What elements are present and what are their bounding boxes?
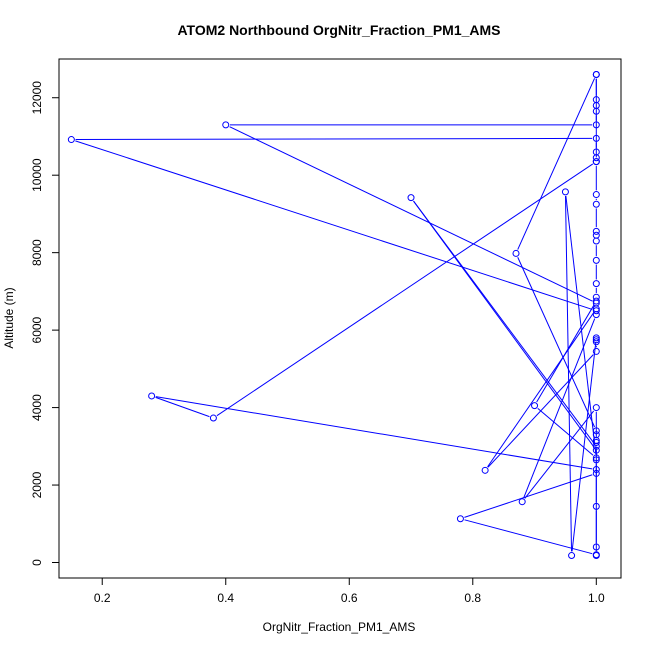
data-point	[592, 227, 600, 235]
series-segment	[216, 163, 594, 417]
data-point	[222, 121, 230, 129]
series-segment	[75, 137, 593, 141]
series-segment	[487, 354, 594, 468]
data-point	[481, 466, 489, 474]
y-tick-label: 4000	[30, 394, 44, 421]
x-tick-label: 0.6	[341, 591, 358, 605]
x-tick-label: 1.0	[588, 591, 605, 605]
data-point	[592, 191, 600, 199]
data-point	[592, 297, 600, 305]
series-segment	[464, 519, 593, 555]
y-tick-label: 10000	[30, 158, 44, 192]
series-segment	[155, 396, 593, 470]
data-point	[592, 446, 600, 454]
series-segment	[229, 126, 593, 302]
data-point	[592, 427, 600, 435]
data-point	[407, 194, 415, 202]
data-point	[592, 311, 600, 319]
data-point	[592, 107, 600, 115]
data-point	[592, 336, 600, 344]
data-point	[592, 469, 600, 477]
data-point	[531, 402, 539, 410]
data-point	[592, 431, 600, 439]
data-point	[592, 338, 600, 346]
x-tick-label: 0.4	[217, 591, 234, 605]
series-segment	[155, 396, 210, 418]
data-point	[456, 515, 464, 523]
data-point	[592, 154, 600, 162]
series-segment	[564, 196, 573, 552]
series-segment	[523, 318, 596, 498]
data-point	[518, 498, 526, 506]
y-axis: 0 2000 4000 6000 8000 10000 12000	[30, 81, 60, 566]
data-point	[592, 200, 600, 208]
data-point	[592, 454, 600, 462]
data-point	[592, 347, 600, 355]
x-axis: 0.2 0.4 0.6 0.8 1.0	[94, 577, 605, 605]
y-tick-label: 8000	[30, 239, 44, 266]
data-point	[592, 293, 600, 301]
series-segment	[464, 474, 593, 518]
data-point	[592, 466, 600, 474]
series-segment	[517, 257, 596, 428]
chart-title: ATOM2 Northbound OrgNitr_Fraction_PM1_AM…	[177, 22, 500, 38]
y-tick-label: 2000	[30, 471, 44, 498]
data-point	[67, 136, 75, 144]
x-axis-label: OrgNitr_Fraction_PM1_AMS	[263, 620, 416, 634]
data-point	[592, 307, 600, 315]
data-point	[592, 543, 600, 551]
data-point	[592, 334, 600, 342]
data-point	[561, 188, 569, 196]
data-point	[592, 237, 600, 245]
data-point	[592, 158, 600, 166]
series-segment	[413, 200, 595, 448]
data-point	[592, 121, 600, 129]
data-point	[592, 280, 600, 288]
y-tick-label: 12000	[30, 81, 44, 115]
data-point	[592, 456, 600, 464]
series-segment	[517, 78, 596, 250]
series-layer	[67, 70, 600, 560]
data-point	[568, 552, 576, 560]
data-point	[512, 249, 520, 257]
data-point	[592, 134, 600, 142]
series-segment	[524, 410, 595, 499]
data-point	[592, 256, 600, 264]
series-segment	[75, 140, 593, 310]
data-point	[592, 404, 600, 412]
x-tick-label: 0.8	[464, 591, 481, 605]
series-segment	[487, 311, 595, 468]
y-tick-label: 0	[30, 559, 44, 566]
x-tick-label: 0.2	[94, 591, 111, 605]
data-point	[592, 502, 600, 510]
y-tick-label: 6000	[30, 316, 44, 343]
data-point	[592, 438, 600, 446]
data-point	[592, 552, 600, 560]
data-point	[148, 392, 156, 400]
series-segment	[571, 341, 597, 552]
data-point	[592, 70, 600, 78]
data-point	[209, 414, 217, 422]
y-axis-label: Altitude (m)	[2, 287, 16, 348]
series-segment	[565, 195, 597, 454]
